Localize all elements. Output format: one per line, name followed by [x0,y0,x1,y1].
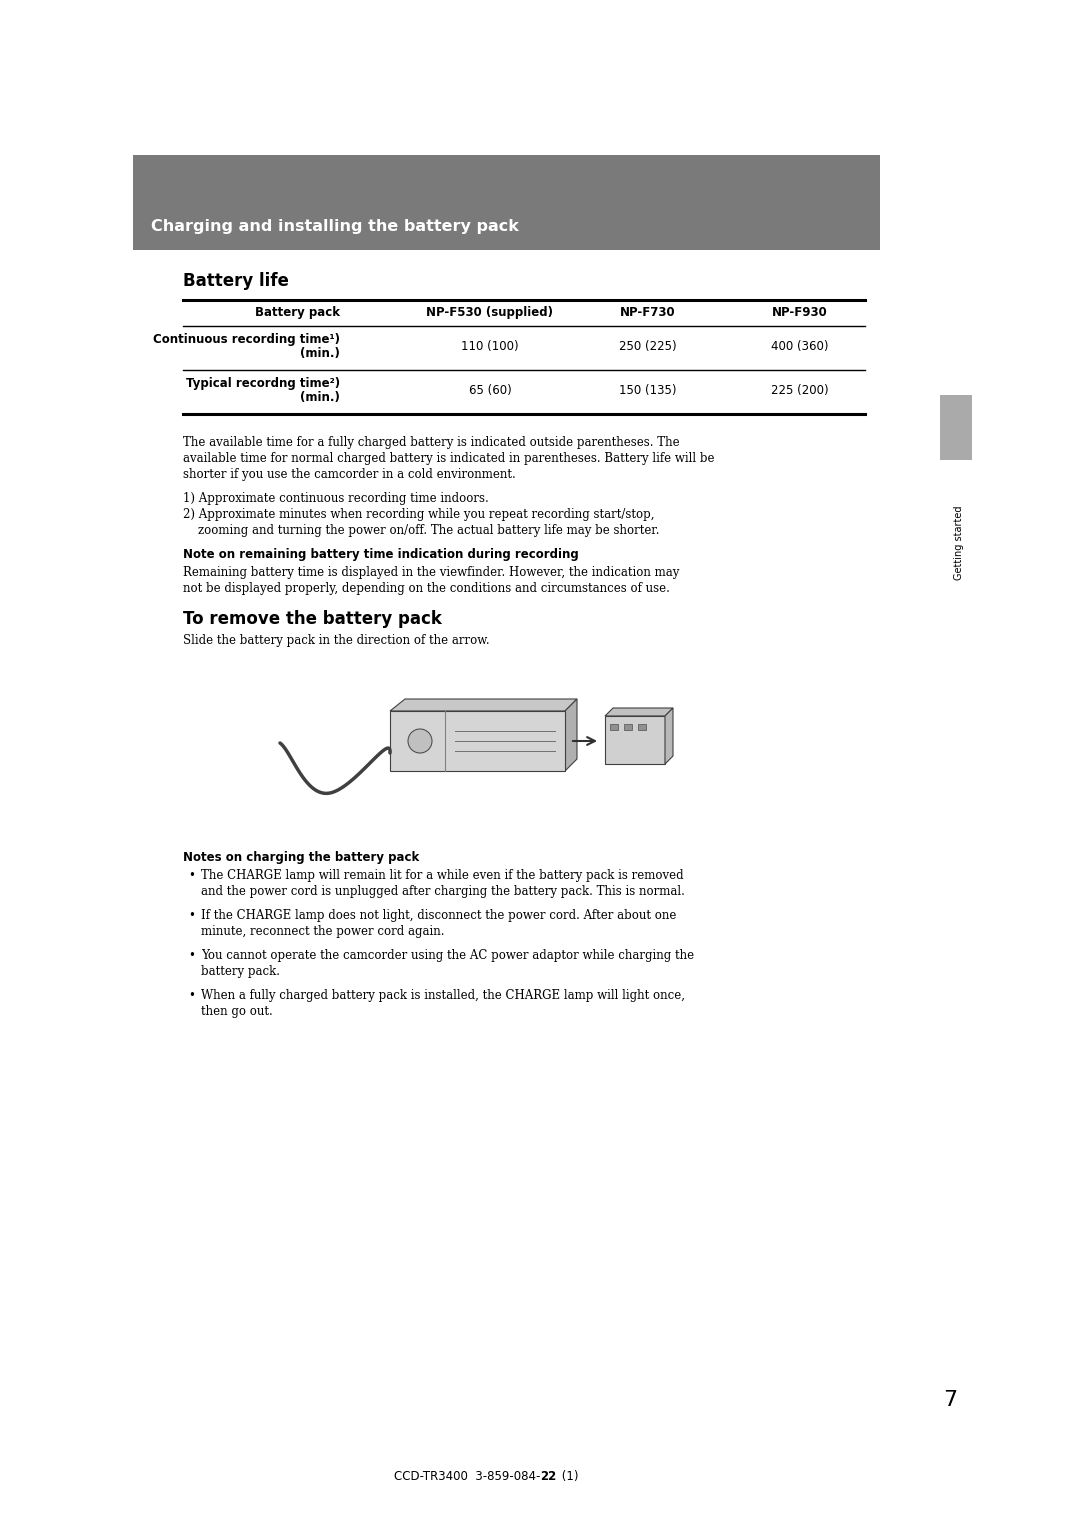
Text: The available time for a fully charged battery is indicated outside parentheses.: The available time for a fully charged b… [183,435,679,449]
Text: •: • [188,869,194,882]
Text: (min.): (min.) [300,347,340,361]
Text: •: • [188,909,194,921]
Text: Continuous recording time¹): Continuous recording time¹) [153,333,340,345]
Text: available time for normal charged battery is indicated in parentheses. Battery l: available time for normal charged batter… [183,452,715,465]
Text: battery pack.: battery pack. [201,966,280,978]
Text: 22: 22 [540,1470,556,1484]
Text: then go out.: then go out. [201,1005,273,1018]
Text: 225 (200): 225 (200) [771,384,828,397]
Text: 400 (360): 400 (360) [771,341,828,353]
Text: NP-F730: NP-F730 [620,306,676,319]
Text: not be displayed properly, depending on the conditions and circumstances of use.: not be displayed properly, depending on … [183,582,670,594]
Text: shorter if you use the camcorder in a cold environment.: shorter if you use the camcorder in a co… [183,468,516,481]
Text: 150 (135): 150 (135) [619,384,677,397]
Bar [390,711,565,772]
Text: Typical recordng time²): Typical recordng time²) [186,377,340,390]
Text: Charging and installing the battery pack: Charging and installing the battery pack [151,219,518,234]
Polygon shape [565,698,577,772]
Text: If the CHARGE lamp does not light, disconnect the power cord. After about one: If the CHARGE lamp does not light, disco… [201,909,676,921]
Text: (min.): (min.) [300,391,340,403]
Text: Getting started: Getting started [954,506,964,581]
Polygon shape [390,698,577,711]
Text: CCD-TR3400  3-859-084-: CCD-TR3400 3-859-084- [393,1470,540,1484]
Text: The CHARGE lamp will remain lit for a while even if the battery pack is removed: The CHARGE lamp will remain lit for a wh… [201,869,684,882]
Bar [605,717,665,764]
Text: 65 (60): 65 (60) [469,384,511,397]
Bar [133,154,880,251]
Text: and the power cord is unplugged after charging the battery pack. This is normal.: and the power cord is unplugged after ch… [201,885,685,898]
Text: 1) Approximate continuous recording time indoors.: 1) Approximate continuous recording time… [183,492,489,504]
Text: NP-F530 (supplied): NP-F530 (supplied) [427,306,554,319]
Text: 110 (100): 110 (100) [461,341,518,353]
Text: You cannot operate the camcorder using the AC power adaptor while charging the: You cannot operate the camcorder using t… [201,949,694,963]
Text: Notes on charging the battery pack: Notes on charging the battery pack [183,851,419,863]
Text: •: • [188,949,194,963]
Text: minute, reconnect the power cord again.: minute, reconnect the power cord again. [201,924,445,938]
Bar [638,724,646,730]
Text: 7: 7 [943,1390,957,1410]
Text: 2) Approximate minutes when recording while you repeat recording start/stop,: 2) Approximate minutes when recording wh… [183,507,654,521]
Text: Note on remaining battery time indication during recording: Note on remaining battery time indicatio… [183,549,579,561]
Text: When a fully charged battery pack is installed, the CHARGE lamp will light once,: When a fully charged battery pack is ins… [201,989,685,1002]
Text: (1): (1) [558,1470,579,1484]
Polygon shape [665,707,673,764]
Bar [610,724,618,730]
Polygon shape [605,707,673,717]
Text: Battery life: Battery life [183,272,288,290]
Text: Remaining battery time is displayed in the viewfinder. However, the indication m: Remaining battery time is displayed in t… [183,565,679,579]
Text: NP-F930: NP-F930 [772,306,828,319]
Text: 250 (225): 250 (225) [619,341,677,353]
Bar [624,724,632,730]
Bar [940,396,972,460]
Text: To remove the battery pack: To remove the battery pack [183,610,442,628]
Text: •: • [188,989,194,1002]
Text: zooming and turning the power on/off. The actual battery life may be shorter.: zooming and turning the power on/off. Th… [183,524,660,536]
Text: Battery pack: Battery pack [255,306,340,319]
Text: Slide the battery pack in the direction of the arrow.: Slide the battery pack in the direction … [183,634,489,646]
Circle shape [408,729,432,753]
